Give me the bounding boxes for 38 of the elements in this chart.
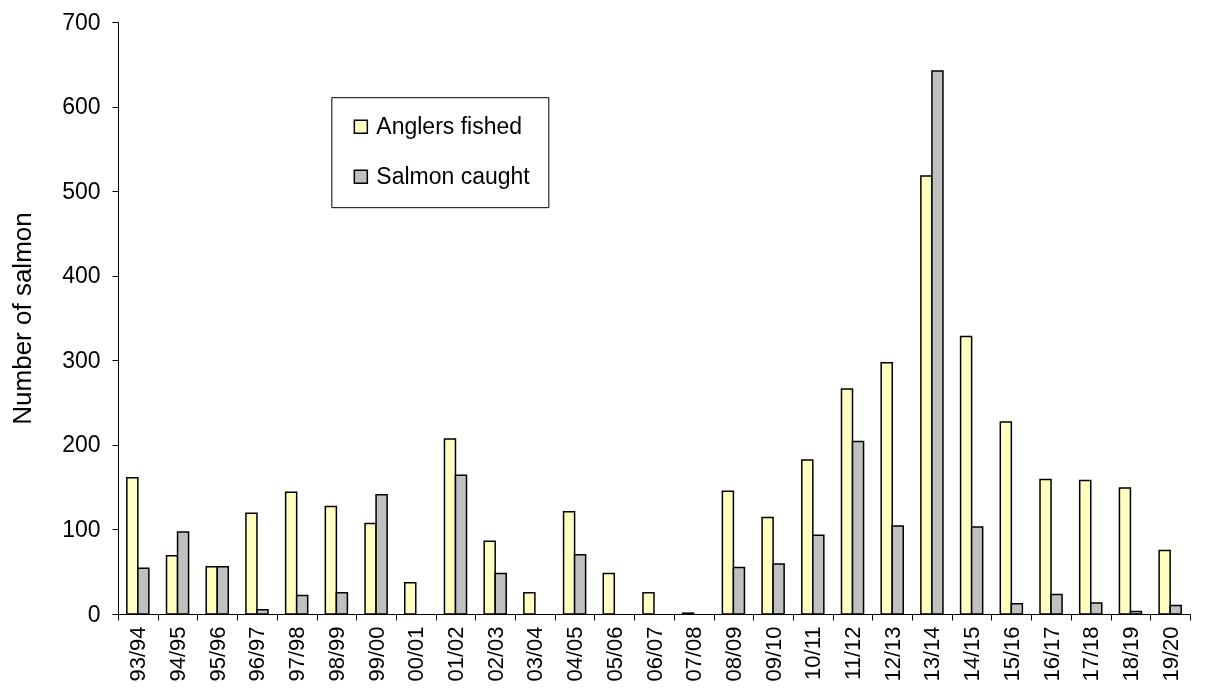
x-tick-label: 19/20 <box>1157 626 1183 682</box>
x-tick-label: 09/10 <box>760 626 786 682</box>
legend-label: Salmon caught <box>376 162 531 189</box>
y-tick-label: 300 <box>62 346 101 373</box>
x-tick-label: 15/16 <box>998 626 1024 682</box>
y-tick-label: 600 <box>62 93 101 120</box>
x-tick-label: 10/11 <box>800 626 826 680</box>
x-tick-label: 06/07 <box>641 626 667 682</box>
x-tick-label: 97/98 <box>284 626 310 682</box>
x-tick-label: 18/19 <box>1117 626 1143 682</box>
x-tick-label: 00/01 <box>403 626 429 682</box>
x-tick-label: 14/15 <box>959 626 985 682</box>
x-tick-label: 02/03 <box>482 626 508 682</box>
x-tick-label: 03/04 <box>522 626 548 682</box>
x-tick-label: 12/13 <box>879 626 905 682</box>
x-tick-label: 08/09 <box>720 626 746 682</box>
x-tick-label: 95/96 <box>204 626 230 682</box>
x-tick-label: 94/95 <box>165 626 191 682</box>
y-tick-label: 200 <box>62 431 101 458</box>
y-tick-label: 100 <box>62 515 101 542</box>
y-tick-label: 700 <box>62 8 101 35</box>
y-tick-label: 500 <box>62 177 101 204</box>
x-tick-label: 17/18 <box>1078 626 1104 682</box>
x-tick-label: 04/05 <box>562 626 588 682</box>
x-tick-label: 16/17 <box>1038 626 1064 682</box>
x-tick-label: 93/94 <box>125 626 151 682</box>
x-tick-label: 96/97 <box>244 626 270 682</box>
x-tick-label: 01/02 <box>442 626 468 682</box>
y-tick-label: 400 <box>62 262 101 289</box>
y-tick-label: 0 <box>87 600 101 627</box>
x-tick-label: 98/99 <box>323 626 349 682</box>
x-tick-label: 13/14 <box>919 626 945 682</box>
y-axis-title: Number of salmon <box>7 212 38 425</box>
x-tick-label: 07/08 <box>681 626 707 682</box>
x-tick-label: 05/06 <box>601 626 627 682</box>
x-tick-label: 99/00 <box>363 626 389 682</box>
legend-label: Anglers fished <box>376 112 523 139</box>
x-tick-label: 11/12 <box>840 626 866 680</box>
